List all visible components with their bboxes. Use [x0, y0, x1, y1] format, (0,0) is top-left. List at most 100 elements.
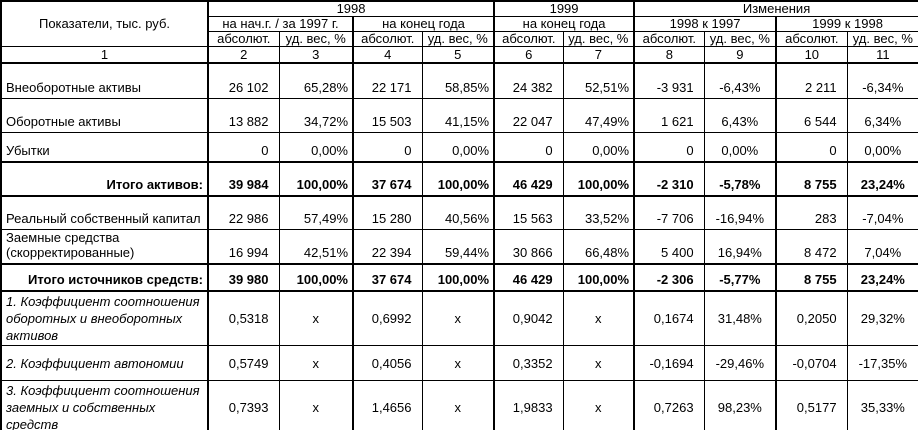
cell: -29,46% — [703, 345, 777, 381]
cell: 22 394 — [352, 228, 423, 264]
measure-header-pct: уд. вес, % — [421, 31, 495, 47]
cell: x — [562, 345, 635, 381]
table-row-autonomy-ratio: 2. Коэффициент автономии 0,5749 x 0,4056… — [0, 345, 918, 381]
period-header: на конец года — [493, 16, 635, 32]
column-number: 6 — [493, 46, 564, 64]
table-row-current-assets: Оборотные активы 13 882 34,72% 15 503 41… — [0, 97, 918, 133]
cell: 46 429 — [493, 262, 564, 292]
header-measure-row: абсолют. уд. вес, % абсолют. уд. вес, % … — [1, 31, 918, 47]
cell: 39 984 — [207, 161, 280, 197]
cell: 41,15% — [421, 97, 495, 133]
cell: x — [278, 380, 354, 430]
cell: 0,7263 — [633, 380, 705, 430]
cell: -16,94% — [703, 195, 777, 230]
cell: -17,35% — [846, 345, 918, 381]
cell: 0,00% — [703, 131, 777, 163]
column-number: 7 — [562, 46, 635, 64]
cell: 33,52% — [562, 195, 635, 230]
cell: -7,04% — [846, 195, 918, 230]
column-number: 3 — [278, 46, 354, 64]
cell: 0,2050 — [775, 290, 848, 346]
row-label: Реальный собственный капитал — [0, 195, 209, 230]
cell: 31,48% — [703, 290, 777, 346]
column-number: 2 — [207, 46, 280, 64]
cell: 0,00% — [562, 131, 635, 163]
cell: 7,04% — [846, 228, 918, 264]
cell: -2 306 — [633, 262, 705, 292]
cell: 0,9042 — [493, 290, 564, 346]
header-number-row: 1 2 3 4 5 6 7 8 9 10 11 — [0, 46, 918, 64]
cell: x — [562, 290, 635, 346]
cell: 15 280 — [352, 195, 423, 230]
column-number: 1 — [0, 46, 209, 64]
cell: 0,00% — [421, 131, 495, 163]
row-label: 3. Коэффициент соотношения заемных и соб… — [0, 380, 209, 430]
period-header: 1998 к 1997 — [633, 16, 777, 32]
cell: 42,51% — [278, 228, 354, 264]
cell: -0,1694 — [633, 345, 705, 381]
cell: 58,85% — [421, 62, 495, 99]
cell: 65,28% — [278, 62, 354, 99]
column-number: 11 — [846, 46, 918, 64]
cell: 283 — [775, 195, 848, 230]
period-header: на конец года — [351, 16, 495, 32]
period-header: на нач.г. / за 1997 г. — [207, 16, 354, 32]
cell: -5,78% — [703, 161, 777, 197]
cell: 100,00% — [562, 262, 635, 292]
cell: 40,56% — [421, 195, 495, 230]
measure-header-pct: уд. вес, % — [846, 31, 918, 47]
cell: -7 706 — [633, 195, 705, 230]
cell: -3 931 — [633, 62, 705, 99]
table-row-borrowed-funds: Заемные средства (скорректированные) 16 … — [0, 228, 918, 264]
cell: 6,43% — [703, 97, 777, 133]
measure-header-abs: абсолют. — [493, 31, 564, 47]
cell: 15 563 — [493, 195, 564, 230]
cell: -5,77% — [703, 262, 777, 292]
cell: 37 674 — [352, 262, 423, 292]
cell: 8 755 — [775, 161, 848, 197]
cell: 34,72% — [278, 97, 354, 133]
cell: -0,0704 — [775, 345, 848, 381]
cell: x — [421, 290, 495, 346]
table-row-losses: Убытки 0 0,00% 0 0,00% 0 0,00% 0 0,00% 0… — [0, 131, 918, 163]
cell: 1,9833 — [493, 380, 564, 430]
cell: 98,23% — [703, 380, 777, 430]
cell: 29,32% — [846, 290, 918, 346]
cell: 22 986 — [207, 195, 280, 230]
cell: 52,51% — [562, 62, 635, 99]
row-label: Внеоборотные активы — [0, 62, 209, 99]
cell: x — [421, 345, 495, 381]
cell: 0 — [493, 131, 564, 163]
cell: 0 — [633, 131, 705, 163]
row-label: 1. Коэффициент соотношения оборотных и в… — [0, 290, 209, 346]
row-label: 2. Коэффициент автономии — [0, 345, 209, 381]
column-number: 5 — [421, 46, 495, 64]
indicators-column-header: Показатели, тыс. руб. — [0, 0, 209, 47]
cell: 24 382 — [493, 62, 564, 99]
cell: 15 503 — [352, 97, 423, 133]
cell: -6,43% — [703, 62, 777, 99]
table-row-total-sources: Итого источников средств: 39 980 100,00%… — [0, 262, 918, 292]
row-label: Итого источников средств: — [0, 262, 209, 292]
cell: 16,94% — [703, 228, 777, 264]
column-number: 8 — [633, 46, 705, 64]
table-row-real-equity: Реальный собственный капитал 22 986 57,4… — [0, 195, 918, 230]
cell: -6,34% — [846, 62, 918, 99]
cell: 0,5749 — [207, 345, 280, 381]
cell: 37 674 — [352, 161, 423, 197]
cell: 100,00% — [278, 161, 354, 197]
cell: 46 429 — [493, 161, 564, 197]
cell: 30 866 — [493, 228, 564, 264]
cell: 0,3352 — [493, 345, 564, 381]
cell: 0 — [207, 131, 280, 163]
cell: 8 472 — [775, 228, 848, 264]
cell: 0,5318 — [207, 290, 280, 346]
cell: 35,33% — [846, 380, 918, 430]
measure-header-abs: абсолют. — [207, 31, 280, 47]
year-group-1999: 1999 — [493, 0, 635, 17]
measure-header-pct: уд. вес, % — [562, 31, 635, 47]
cell: 1 621 — [633, 97, 705, 133]
cell: 66,48% — [562, 228, 635, 264]
